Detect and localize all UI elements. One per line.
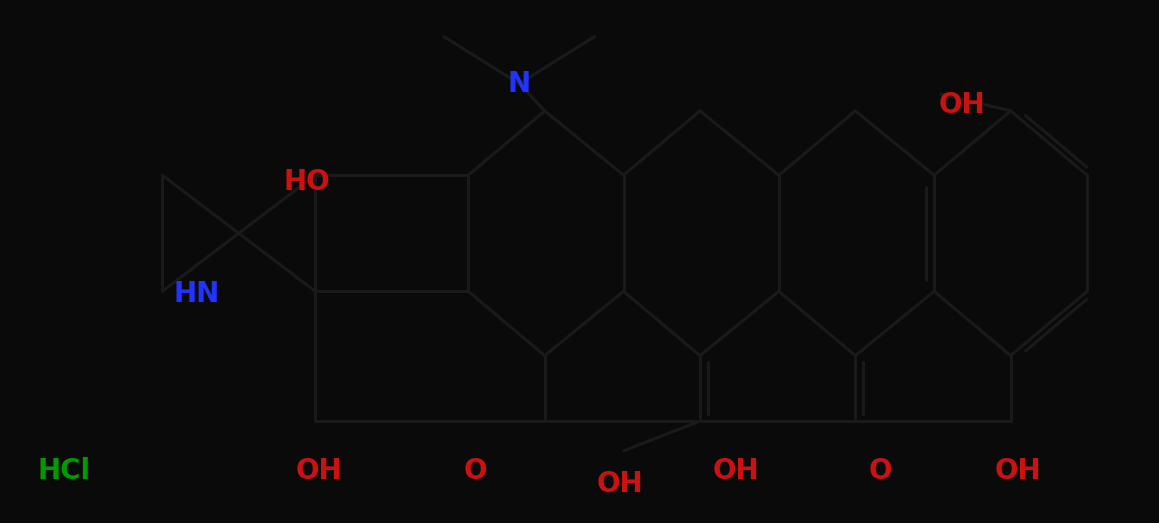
Text: HO: HO xyxy=(284,168,330,196)
Text: HCl: HCl xyxy=(37,457,90,485)
Text: OH: OH xyxy=(994,457,1041,485)
Text: OH: OH xyxy=(597,470,643,498)
Text: HN: HN xyxy=(174,280,220,309)
Text: N: N xyxy=(508,70,531,98)
Text: OH: OH xyxy=(713,457,759,485)
Text: O: O xyxy=(869,457,892,485)
Text: O: O xyxy=(464,457,487,485)
Text: OH: OH xyxy=(296,457,342,485)
Text: OH: OH xyxy=(939,90,985,119)
